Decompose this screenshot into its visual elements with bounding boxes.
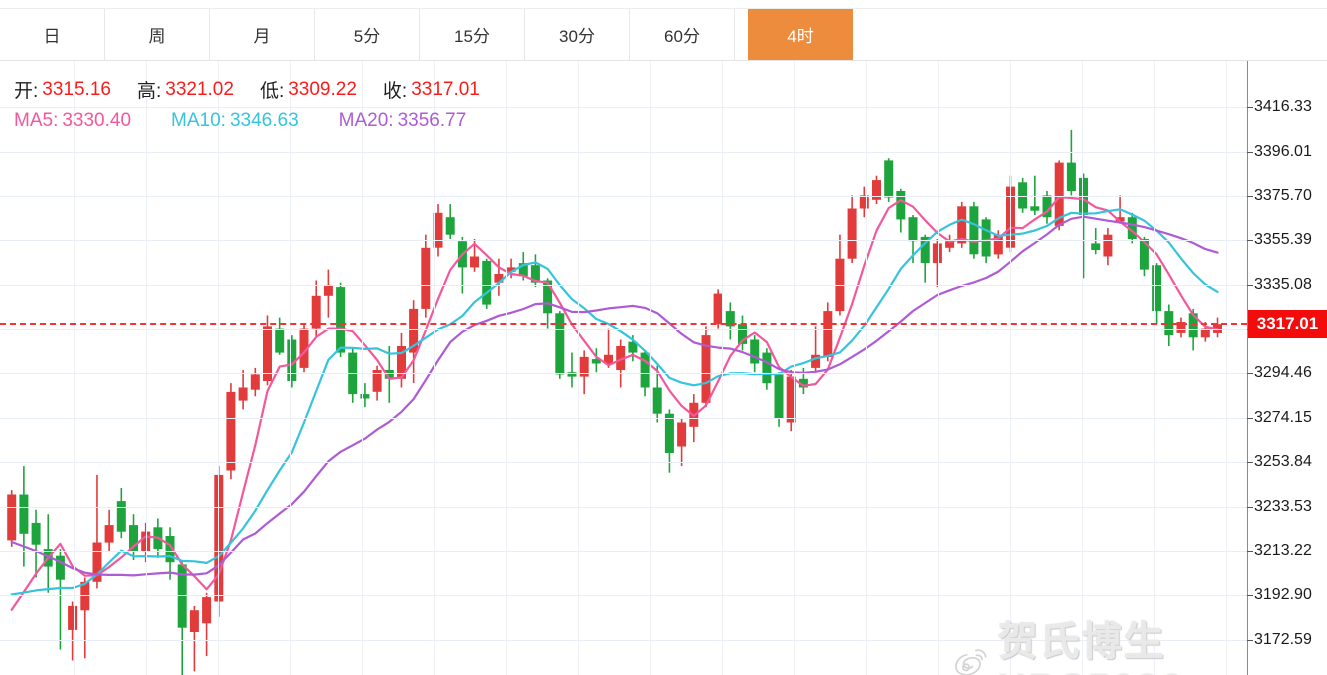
- y-tick-mark: [1247, 107, 1253, 109]
- y-axis-label: 3274.15: [1254, 408, 1312, 426]
- price-axis: 3317.01 3416.33 3396.01 3375.70 3355.39 3335…: [1247, 61, 1327, 675]
- y-tick-mark: [1247, 373, 1253, 375]
- h-gridline: [0, 639, 1247, 641]
- ohlc-item: 低: 3309.22: [259, 78, 357, 103]
- v-gridline: [1010, 61, 1011, 675]
- y-tick-mark: [1247, 240, 1253, 242]
- v-gridline: [218, 61, 219, 675]
- tab-日[interactable]: 日: [0, 9, 105, 60]
- ma-item: MA10: 3346.63: [171, 110, 299, 131]
- last-price-tag: 3317.01: [1248, 310, 1327, 339]
- ma-item: MA20: 3356.77: [338, 110, 467, 131]
- y-tick-mark: [1247, 595, 1253, 597]
- tab-60分[interactable]: 60分: [630, 9, 735, 60]
- y-tick-mark: [1247, 550, 1253, 552]
- tabbar-bottom-border: [0, 60, 1327, 61]
- y-axis-label: 3294.46: [1254, 364, 1312, 382]
- h-gridline: [0, 550, 1247, 552]
- v-gridline: [722, 61, 723, 675]
- y-tick-mark: [1247, 462, 1253, 464]
- ma-item: MA5: 3330.40: [14, 110, 132, 131]
- y-tick-mark: [1247, 639, 1253, 641]
- h-gridline: [0, 417, 1247, 419]
- y-axis-label: 3396.01: [1254, 142, 1312, 160]
- v-gridline: [74, 61, 75, 675]
- price-axis-line: [1247, 61, 1248, 675]
- ohlc-item: 开: 3315.16: [14, 78, 111, 103]
- y-axis-label: 3213.22: [1254, 541, 1312, 559]
- y-tick-mark: [1247, 151, 1253, 153]
- tab-15分[interactable]: 15分: [420, 9, 525, 60]
- ma5-line: [10, 196, 1219, 611]
- y-tick-mark: [1247, 196, 1253, 197]
- v-gridline: [794, 61, 795, 675]
- tab-月[interactable]: 月: [210, 9, 315, 60]
- y-axis-label: 3335.08: [1254, 275, 1312, 293]
- v-gridline: [1154, 61, 1155, 675]
- ohlc-readout: 开: 3315.16 高: 3321.02 低: 3309.22 收: 3317.01: [14, 76, 480, 103]
- v-gridline: [650, 61, 651, 675]
- last-price-dashed-line: [0, 323, 1247, 326]
- candles-and-ma-plot: [7, 129, 1222, 675]
- ma10-line: [10, 208, 1219, 596]
- v-gridline: [434, 61, 435, 675]
- y-axis-label: 3192.90: [1254, 586, 1312, 604]
- v-gridline: [362, 61, 363, 675]
- v-gridline: [1226, 61, 1227, 675]
- y-axis-label: 3172.59: [1254, 630, 1312, 648]
- h-gridline: [0, 506, 1247, 508]
- v-gridline: [290, 61, 291, 675]
- tab-5分[interactable]: 5分: [315, 9, 420, 60]
- y-axis-label: 3375.70: [1254, 187, 1312, 204]
- y-axis-label: 3355.39: [1254, 231, 1312, 249]
- y-tick-mark: [1247, 284, 1253, 286]
- v-gridline: [146, 61, 147, 675]
- h-gridline: [0, 240, 1247, 242]
- v-gridline: [506, 61, 507, 675]
- tabbar-top-border: [0, 8, 1327, 9]
- tab-30分[interactable]: 30分: [525, 9, 630, 60]
- h-gridline: [0, 595, 1247, 597]
- v-gridline: [578, 61, 579, 675]
- h-gridline: [0, 196, 1247, 197]
- h-gridline: [0, 284, 1247, 286]
- v-gridline: [1082, 61, 1083, 675]
- tab-4时[interactable]: 4时: [748, 9, 853, 60]
- timeframe-tabs: 日周月 5分 15分 30分 60分 4时: [0, 0, 1327, 61]
- v-gridline: [938, 61, 939, 675]
- ohlc-item: 收: 3317.01: [382, 78, 480, 103]
- ma20-line: [10, 215, 1219, 577]
- ohlc-item: 高: 3321.02: [136, 78, 234, 103]
- y-axis-label: 3416.33: [1254, 98, 1312, 116]
- y-axis-label: 3233.53: [1254, 497, 1312, 515]
- h-gridline: [0, 462, 1247, 464]
- tab-周[interactable]: 周: [105, 9, 210, 60]
- y-tick-mark: [1247, 506, 1253, 508]
- ma-readout: MA5: 3330.40 MA10: 3346.63 MA20: 3356.77: [14, 110, 466, 132]
- h-gridline: [0, 373, 1247, 375]
- h-gridline: [0, 107, 1247, 109]
- y-axis-label: 3253.84: [1254, 453, 1312, 471]
- candlestick-chart[interactable]: 开: 3315.16 高: 3321.02 低: 3309.22 收: 3317.01 MA5…: [0, 61, 1247, 675]
- y-tick-mark: [1247, 417, 1253, 419]
- h-gridline: [0, 329, 1247, 331]
- h-gridline: [0, 151, 1247, 153]
- v-gridline: [866, 61, 867, 675]
